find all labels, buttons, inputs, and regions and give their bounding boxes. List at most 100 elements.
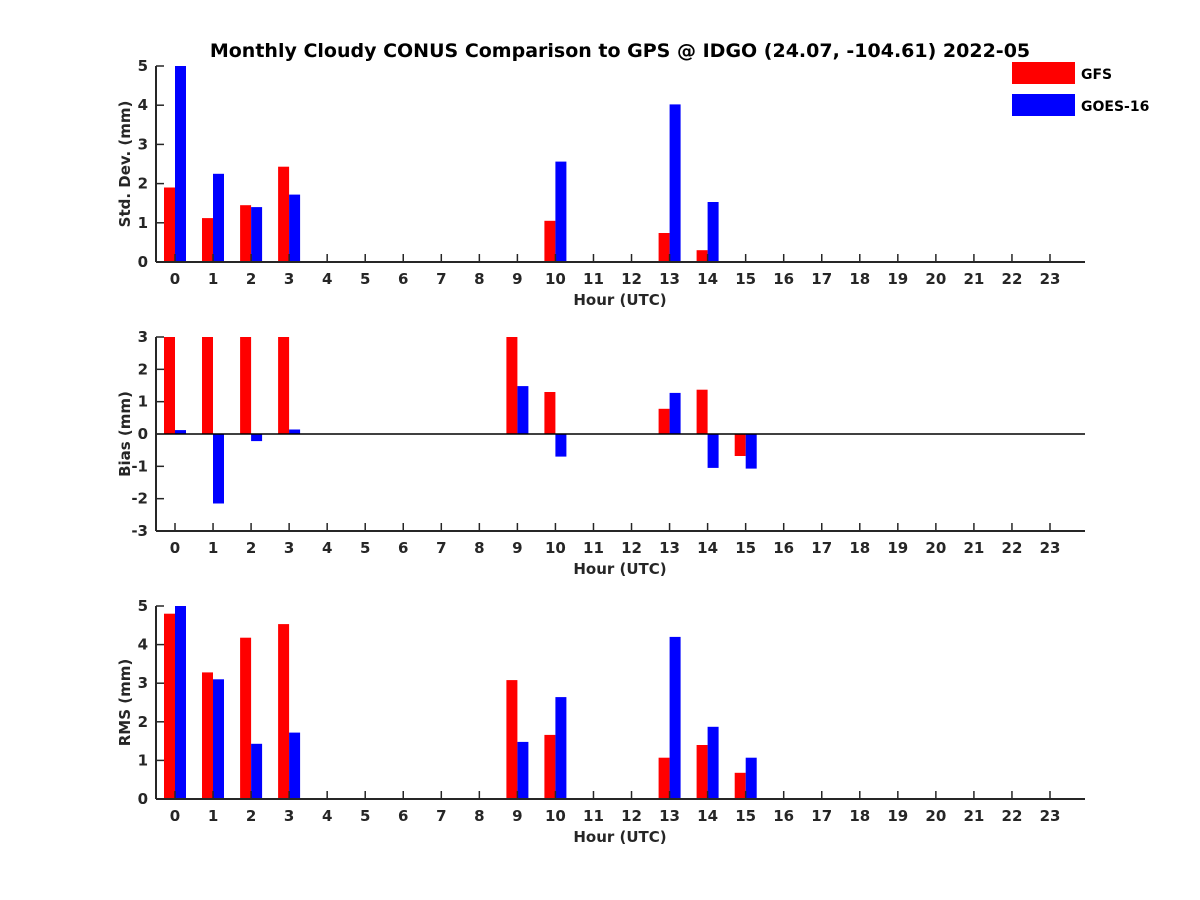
bar-goes16-hour-2: [251, 207, 263, 262]
x-tick-label: 1: [208, 270, 218, 288]
x-tick-label: 18: [849, 539, 870, 557]
x-tick-label: 5: [360, 539, 370, 557]
x-tick-label: 11: [583, 539, 604, 557]
y-tick-label: 4: [138, 636, 148, 654]
bar-gfs-hour-3: [278, 624, 290, 799]
bar-gfs-hour-0: [164, 337, 175, 434]
bar-goes16-hour-13: [669, 636, 681, 799]
y-tick-label: 0: [138, 425, 148, 443]
x-tick-label: 7: [436, 539, 446, 557]
x-tick-label: 23: [1040, 807, 1061, 825]
bar-goes16-hour-9: [517, 741, 529, 799]
x-tick-label: 19: [887, 807, 908, 825]
y-tick-label: -2: [131, 490, 148, 508]
legend-label-goes16: GOES-16: [1081, 99, 1149, 115]
y-tick-label: 3: [138, 674, 148, 692]
bar-gfs-hour-15: [734, 434, 746, 456]
x-tick-label: 13: [659, 539, 680, 557]
x-tick-label: 6: [398, 807, 408, 825]
x-tick-label: 7: [436, 270, 446, 288]
x-axis-label: Hour (UTC): [573, 291, 666, 309]
x-tick-label: 4: [322, 807, 332, 825]
bar-gfs-hour-1: [202, 337, 213, 434]
x-tick-label: 16: [773, 807, 794, 825]
y-tick-label: 5: [138, 597, 148, 615]
x-tick-label: 10: [545, 539, 566, 557]
y-tick-label: -3: [131, 522, 148, 540]
bar-gfs-hour-1: [202, 218, 213, 262]
bar-gfs-hour-3: [278, 166, 290, 262]
x-tick-label: 21: [963, 807, 984, 825]
x-tick-label: 9: [512, 807, 522, 825]
x-tick-label: 4: [322, 539, 332, 557]
x-tick-label: 6: [398, 539, 408, 557]
x-tick-label: 16: [773, 539, 794, 557]
x-tick-label: 3: [284, 539, 294, 557]
bar-gfs-hour-9: [506, 680, 518, 799]
x-tick-label: 9: [512, 539, 522, 557]
bar-goes16-hour-1: [213, 434, 224, 504]
bar-gfs-hour-10: [544, 220, 556, 262]
y-tick-label: 2: [138, 175, 148, 193]
bar-goes16-hour-3: [289, 194, 301, 262]
bar-gfs-hour-10: [544, 734, 556, 799]
bar-gfs-hour-1: [202, 672, 213, 799]
x-tick-label: 10: [545, 807, 566, 825]
x-tick-label: 10: [545, 270, 566, 288]
x-tick-label: 9: [512, 270, 522, 288]
bar-gfs-hour-0: [164, 187, 175, 262]
bar-gfs-hour-2: [240, 337, 252, 434]
bar-goes16-hour-14: [707, 726, 719, 799]
bar-gfs-hour-14: [696, 745, 708, 799]
x-tick-label: 17: [811, 807, 832, 825]
bar-gfs-hour-9: [506, 337, 518, 434]
bar-goes16-hour-0: [175, 606, 186, 799]
y-tick-label: 5: [138, 57, 148, 75]
legend-swatch-goes16: [1012, 94, 1075, 116]
bar-goes16-hour-15: [745, 434, 757, 469]
x-tick-label: 14: [697, 270, 718, 288]
bar-gfs-hour-15: [734, 772, 746, 799]
x-tick-label: 20: [925, 270, 946, 288]
bar-goes16-hour-3: [289, 732, 301, 799]
y-tick-label: 3: [138, 328, 148, 346]
bar-goes16-hour-10: [555, 434, 567, 457]
x-tick-label: 8: [474, 270, 484, 288]
x-tick-label: 16: [773, 270, 794, 288]
x-tick-label: 4: [322, 270, 332, 288]
bar-gfs-hour-3: [278, 337, 290, 434]
bar-goes16-hour-13: [669, 392, 681, 434]
x-tick-label: 21: [963, 270, 984, 288]
x-tick-label: 15: [735, 539, 756, 557]
x-tick-label: 3: [284, 270, 294, 288]
x-tick-label: 20: [925, 807, 946, 825]
bar-gfs-hour-2: [240, 637, 252, 799]
bar-goes16-hour-14: [707, 202, 719, 262]
x-tick-label: 22: [1002, 807, 1023, 825]
bar-gfs-hour-14: [696, 389, 708, 434]
y-tick-label: 1: [138, 751, 148, 769]
bar-goes16-hour-10: [555, 697, 567, 799]
bar-goes16-hour-2: [251, 743, 263, 799]
bar-gfs-hour-13: [658, 408, 670, 434]
x-tick-label: 5: [360, 270, 370, 288]
x-tick-label: 22: [1002, 270, 1023, 288]
bar-goes16-hour-2: [251, 434, 263, 442]
bar-goes16-hour-15: [745, 757, 757, 799]
legend-label-gfs: GFS: [1081, 67, 1112, 83]
x-tick-label: 12: [621, 539, 642, 557]
x-tick-label: 3: [284, 807, 294, 825]
y-tick-label: 0: [138, 790, 148, 808]
x-tick-label: 23: [1040, 270, 1061, 288]
x-tick-label: 23: [1040, 539, 1061, 557]
y-tick-label: 0: [138, 253, 148, 271]
bar-goes16-hour-9: [517, 386, 529, 434]
y-axis-label: Std. Dev. (mm): [116, 101, 134, 228]
bar-goes16-hour-13: [669, 104, 681, 263]
x-tick-label: 0: [170, 539, 180, 557]
bar-gfs-hour-13: [658, 757, 670, 799]
